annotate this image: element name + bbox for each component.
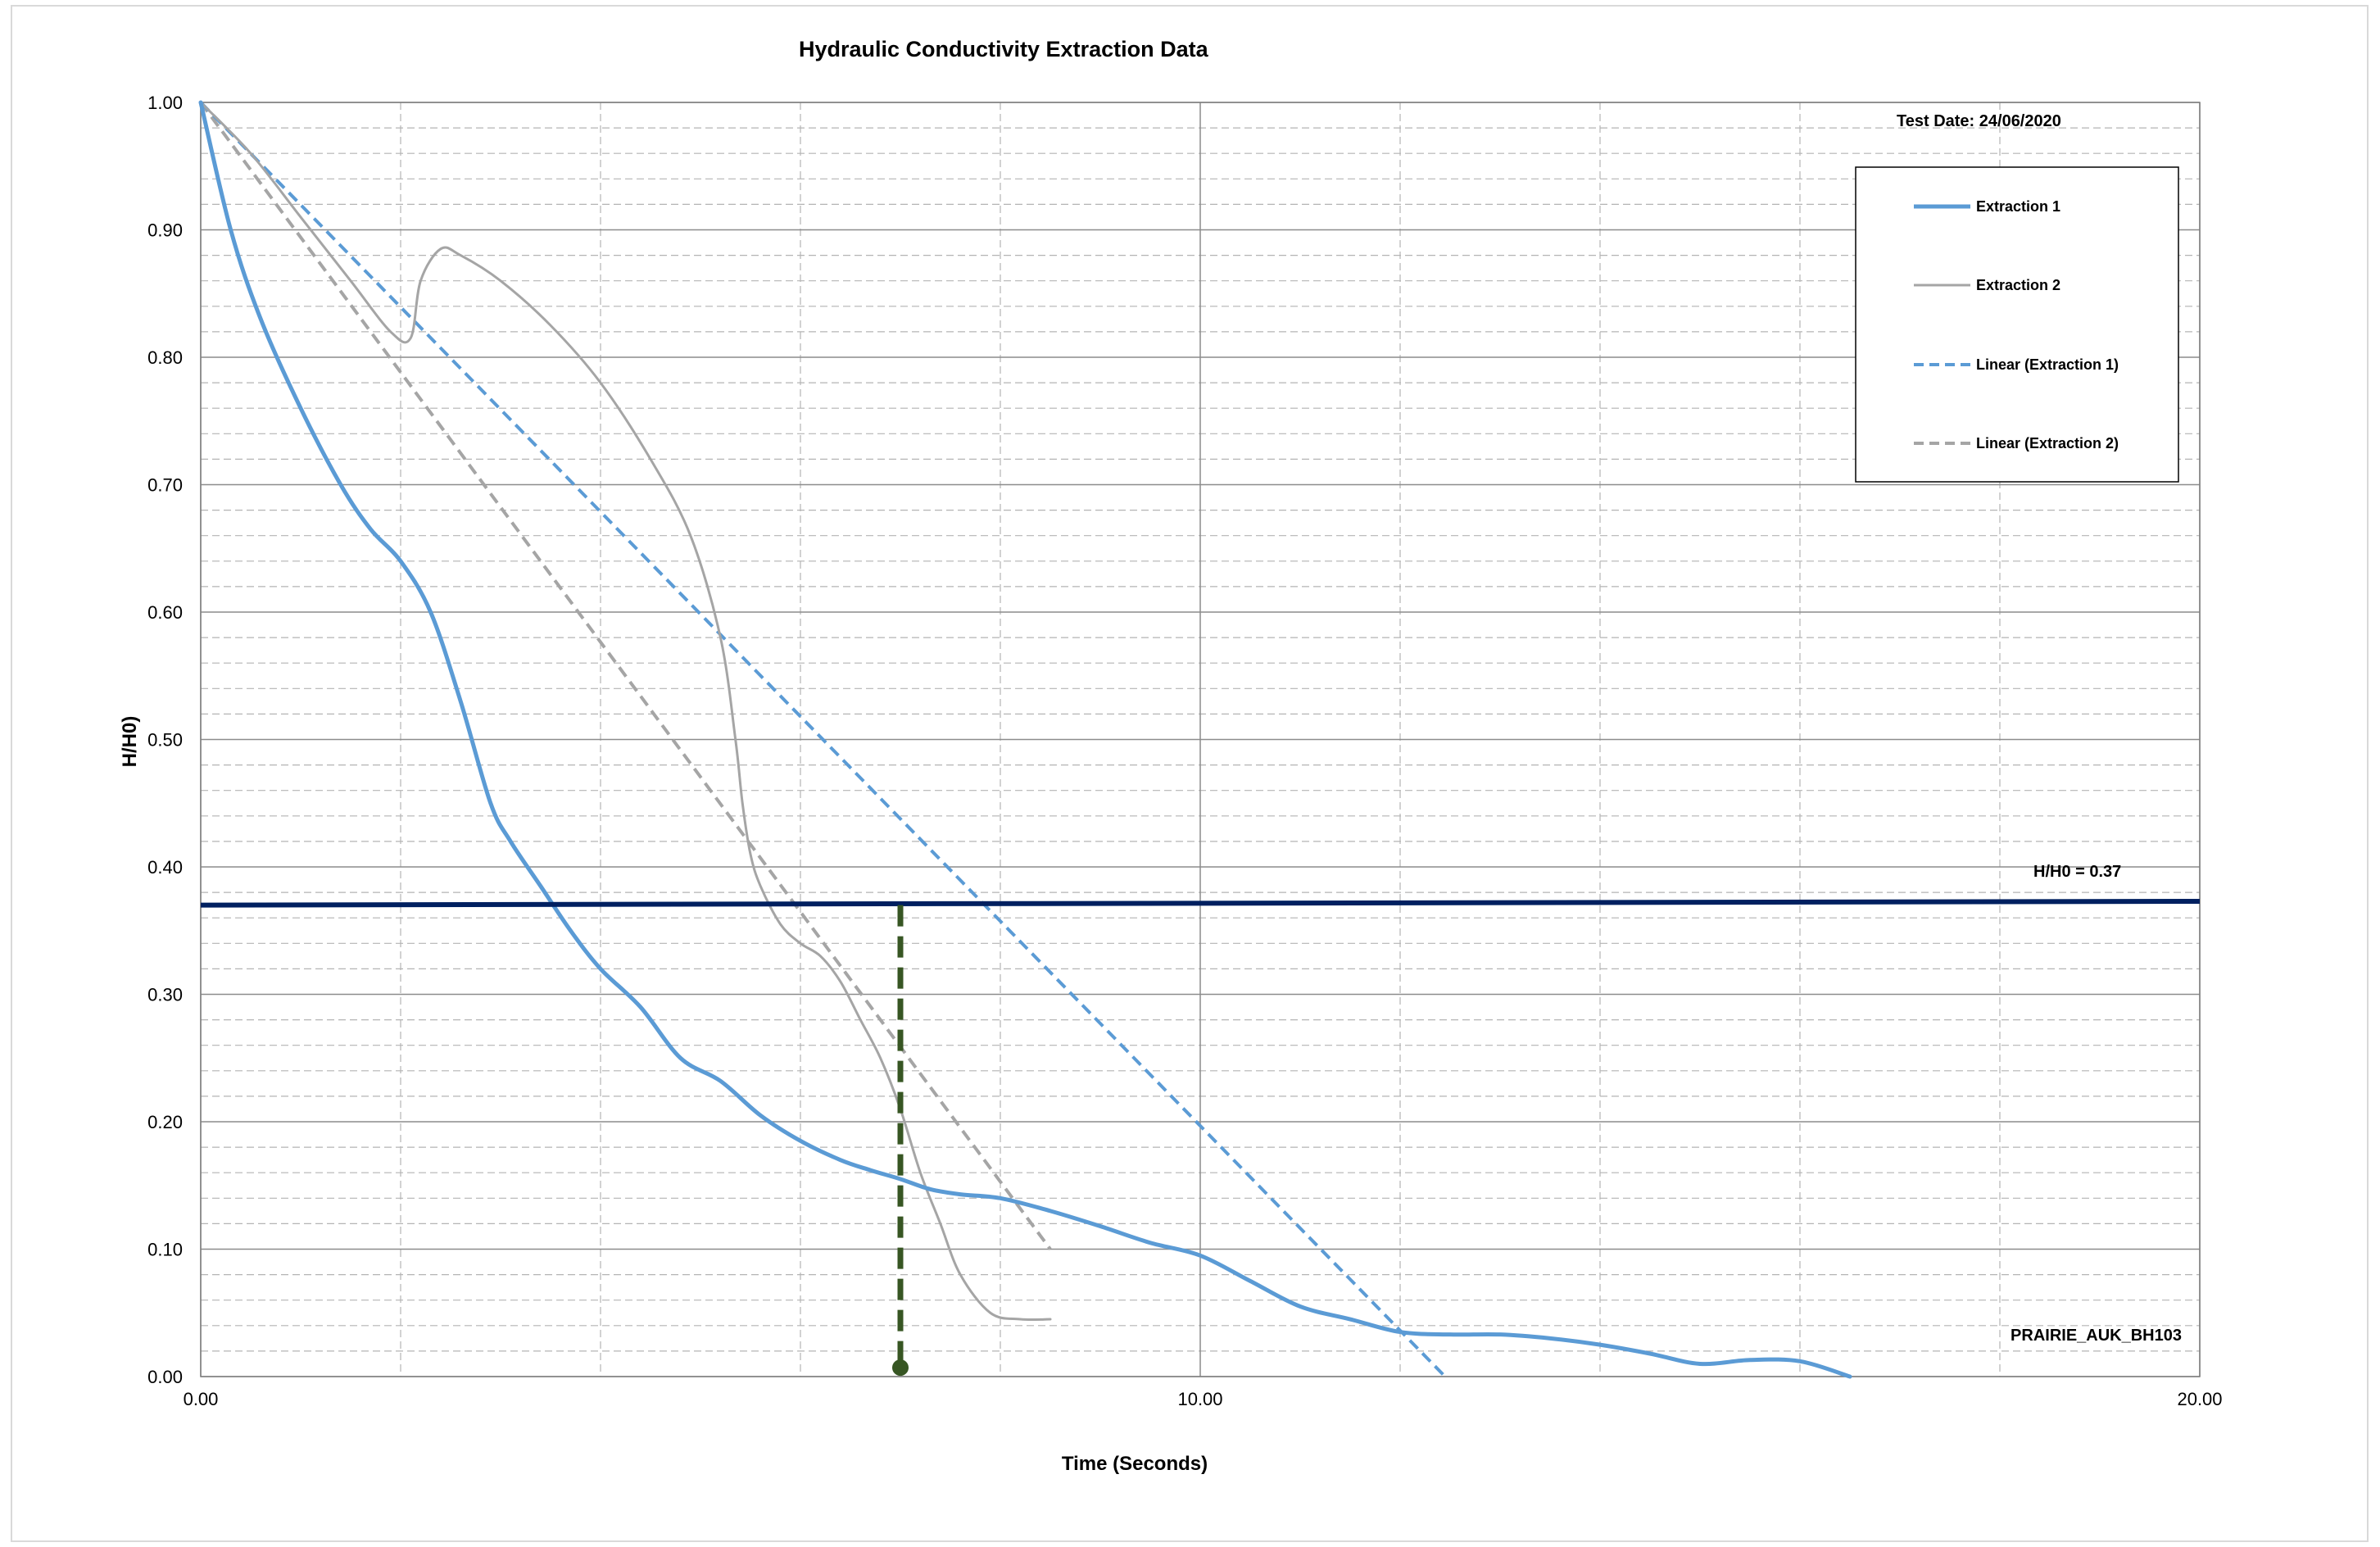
legend: Extraction 1 Extraction 2 Linear (Extrac…	[1855, 166, 2179, 483]
y-tick-label: 0.40	[147, 857, 183, 878]
y-tick-label: 0.10	[147, 1240, 183, 1260]
y-tick-label: 0.80	[147, 347, 183, 368]
x-tick-label: 0.00	[184, 1389, 219, 1409]
legend-label-linear-extraction-2: Linear (Extraction 2)	[1976, 435, 2119, 451]
legend-label-extraction-2: Extraction 2	[1976, 277, 2060, 293]
x-axis-title: Time (Seconds)	[1062, 1453, 1208, 1475]
series-layer	[198, 100, 1852, 1379]
y-tick-label: 0.50	[147, 730, 183, 751]
reference-line-label: H/H0 = 0.37	[2033, 863, 2121, 881]
y-tick-label: 0.20	[147, 1112, 183, 1132]
plot-border	[200, 102, 2201, 1377]
chart-title: Hydraulic Conductivity Extraction Data	[799, 37, 1209, 61]
test-date-label: Test Date: 24/06/2020	[1897, 112, 2061, 130]
y-tick-label: 1.00	[147, 93, 183, 113]
tick-labels: 0.00 0.10 0.20 0.30 0.40 0.50 0.60 0.70 0.80 0.90…	[147, 93, 2222, 1409]
x-tick-label: 20.00	[2177, 1389, 2222, 1409]
series-linear-extraction-2-line	[199, 101, 1052, 1250]
y-tick-label: 0.00	[147, 1367, 183, 1387]
series-extraction-1-line	[198, 100, 1852, 1379]
reference-line-h-h0-037	[200, 898, 2201, 908]
y-tick-label: 0.30	[147, 985, 183, 1005]
marker-point	[892, 1359, 909, 1377]
legend-label-linear-extraction-1: Linear (Extraction 1)	[1976, 356, 2119, 373]
legend-label-extraction-1: Extraction 1	[1976, 198, 2060, 215]
y-axis-title: H/H0)	[119, 716, 141, 768]
series-linear-extraction-1-line	[199, 101, 1447, 1378]
overlay-layer	[200, 898, 2201, 1377]
site-label: PRAIRIE_AUK_BH103	[2011, 1327, 2182, 1345]
y-tick-label: 0.70	[147, 475, 183, 496]
series-extraction-2-line	[199, 101, 1052, 1322]
legend-box	[1855, 166, 2179, 483]
x-tick-label: 10.00	[1177, 1389, 1222, 1409]
y-tick-label: 0.60	[147, 602, 183, 623]
grid	[200, 102, 2201, 1377]
y-tick-label: 0.90	[147, 220, 183, 241]
